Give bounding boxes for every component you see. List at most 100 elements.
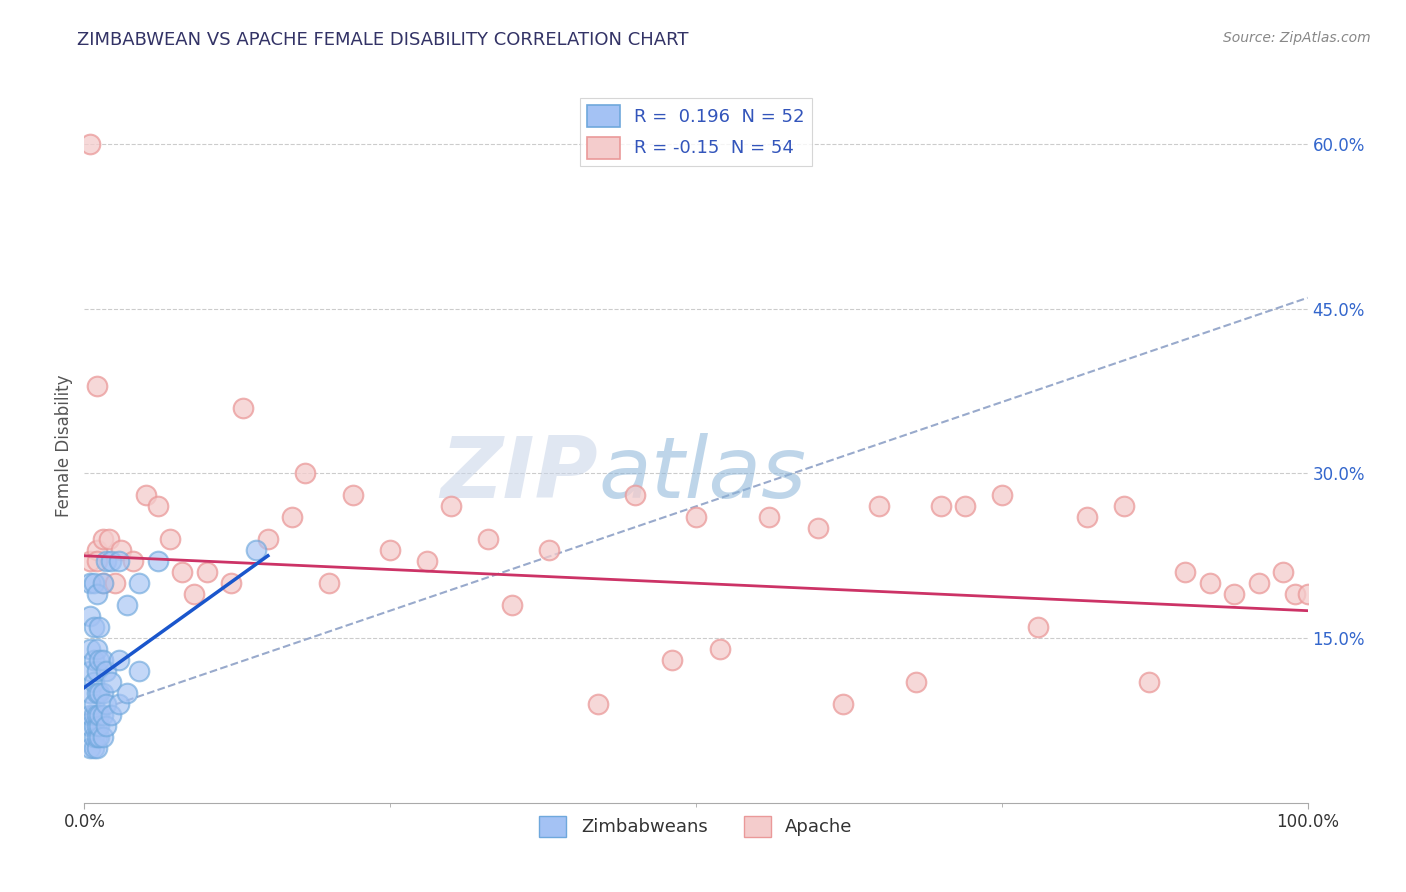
Point bbox=[100, 708, 122, 723]
Point bbox=[281, 510, 304, 524]
Point bbox=[318, 576, 340, 591]
Point bbox=[1076, 510, 1098, 524]
Point bbox=[91, 576, 114, 591]
Point bbox=[96, 664, 118, 678]
Point bbox=[86, 642, 108, 657]
Point bbox=[122, 554, 145, 568]
Point bbox=[1114, 500, 1136, 514]
Point bbox=[96, 554, 118, 568]
Text: atlas: atlas bbox=[598, 433, 806, 516]
Point bbox=[195, 566, 218, 580]
Point bbox=[79, 708, 101, 723]
Text: Source: ZipAtlas.com: Source: ZipAtlas.com bbox=[1223, 31, 1371, 45]
Point bbox=[86, 740, 108, 755]
Point bbox=[1247, 576, 1270, 591]
Point bbox=[1272, 566, 1295, 580]
Point bbox=[91, 576, 114, 591]
Point bbox=[91, 653, 114, 667]
Point bbox=[128, 576, 150, 591]
Point bbox=[502, 598, 524, 612]
Point bbox=[79, 664, 101, 678]
Point bbox=[440, 500, 463, 514]
Point bbox=[79, 576, 101, 591]
Point bbox=[115, 598, 138, 612]
Point bbox=[86, 543, 108, 558]
Point bbox=[685, 510, 707, 524]
Point bbox=[107, 554, 129, 568]
Y-axis label: Female Disability: Female Disability bbox=[55, 375, 73, 517]
Point bbox=[96, 697, 118, 711]
Point bbox=[79, 642, 101, 657]
Point bbox=[416, 554, 439, 568]
Point bbox=[86, 554, 108, 568]
Point bbox=[91, 686, 114, 700]
Point bbox=[1296, 587, 1319, 601]
Point bbox=[342, 488, 364, 502]
Point bbox=[107, 697, 129, 711]
Point bbox=[1223, 587, 1246, 601]
Point bbox=[1137, 675, 1160, 690]
Point bbox=[79, 609, 101, 624]
Point bbox=[1174, 566, 1197, 580]
Point bbox=[1284, 587, 1306, 601]
Point bbox=[87, 686, 110, 700]
Point bbox=[79, 740, 101, 755]
Point bbox=[86, 664, 108, 678]
Point bbox=[624, 488, 647, 502]
Point bbox=[83, 620, 105, 634]
Point bbox=[87, 719, 110, 733]
Point bbox=[128, 664, 150, 678]
Point bbox=[929, 500, 952, 514]
Point bbox=[146, 500, 169, 514]
Point bbox=[91, 730, 114, 744]
Point bbox=[172, 566, 194, 580]
Text: ZIMBABWEAN VS APACHE FEMALE DISABILITY CORRELATION CHART: ZIMBABWEAN VS APACHE FEMALE DISABILITY C… bbox=[77, 31, 689, 49]
Point bbox=[79, 686, 101, 700]
Point bbox=[87, 653, 110, 667]
Point bbox=[91, 708, 114, 723]
Point bbox=[79, 719, 101, 733]
Point bbox=[135, 488, 157, 502]
Point bbox=[257, 533, 280, 547]
Point bbox=[86, 708, 108, 723]
Point bbox=[110, 543, 132, 558]
Point bbox=[380, 543, 402, 558]
Point bbox=[79, 137, 101, 152]
Point bbox=[83, 708, 105, 723]
Point bbox=[83, 576, 105, 591]
Point bbox=[905, 675, 928, 690]
Point bbox=[83, 697, 105, 711]
Point bbox=[100, 554, 122, 568]
Point bbox=[100, 675, 122, 690]
Point bbox=[104, 576, 127, 591]
Point bbox=[709, 642, 731, 657]
Point bbox=[86, 719, 108, 733]
Point bbox=[79, 554, 101, 568]
Point bbox=[86, 587, 108, 601]
Point bbox=[87, 730, 110, 744]
Point bbox=[183, 587, 205, 601]
Point bbox=[83, 740, 105, 755]
Point bbox=[661, 653, 683, 667]
Point bbox=[146, 554, 169, 568]
Point bbox=[477, 533, 499, 547]
Point bbox=[87, 620, 110, 634]
Point bbox=[83, 653, 105, 667]
Point bbox=[83, 730, 105, 744]
Point bbox=[91, 533, 114, 547]
Legend: Zimbabweans, Apache: Zimbabweans, Apache bbox=[531, 808, 860, 844]
Point bbox=[219, 576, 242, 591]
Point bbox=[86, 686, 108, 700]
Point bbox=[96, 719, 118, 733]
Point bbox=[86, 730, 108, 744]
Point bbox=[115, 686, 138, 700]
Point bbox=[991, 488, 1014, 502]
Point bbox=[245, 543, 267, 558]
Point bbox=[83, 675, 105, 690]
Point bbox=[831, 697, 853, 711]
Point bbox=[294, 467, 316, 481]
Point bbox=[538, 543, 561, 558]
Point bbox=[1198, 576, 1220, 591]
Point bbox=[86, 378, 108, 392]
Point bbox=[159, 533, 181, 547]
